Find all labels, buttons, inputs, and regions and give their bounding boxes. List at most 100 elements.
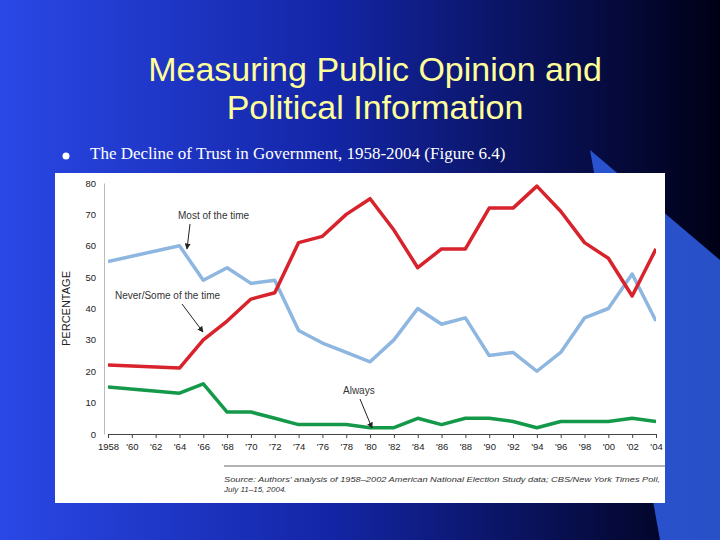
x-tick-mark bbox=[608, 434, 609, 438]
x-tick-label: '96 bbox=[555, 441, 567, 452]
annotations: Most of the time Never/Some of the time Al… bbox=[115, 210, 375, 428]
x-tick: '74 bbox=[293, 434, 305, 452]
y-tick-label: 40 bbox=[85, 303, 96, 314]
x-tick: '66 bbox=[198, 434, 210, 452]
series-line bbox=[108, 186, 656, 368]
annotation-arrow bbox=[360, 399, 372, 428]
annotation-arrow bbox=[187, 224, 190, 249]
x-tick-label: '80 bbox=[364, 441, 376, 452]
series-line bbox=[108, 246, 656, 372]
x-tick: '64 bbox=[174, 434, 186, 452]
x-tick: '80 bbox=[364, 434, 376, 452]
x-tick: '84 bbox=[412, 434, 424, 452]
chart: 1958 '60 '62 '64 '66 '68 '70 '72 '74 '76 '78 '80 '82… bbox=[0, 0, 720, 540]
annotation: Always bbox=[343, 385, 375, 396]
x-tick-label: '92 bbox=[507, 441, 519, 452]
x-tick-mark bbox=[370, 434, 371, 438]
x-tick: '00 bbox=[603, 434, 615, 452]
x-tick: '90 bbox=[484, 434, 496, 452]
x-axis: 1958 '60 '62 '64 '66 '68 '70 '72 '74 '76 '78 '80 '82… bbox=[98, 434, 663, 452]
x-tick-mark bbox=[656, 434, 657, 438]
slide-background bbox=[0, 0, 720, 540]
x-axis-line bbox=[109, 435, 657, 439]
y-tick-label: 10 bbox=[85, 397, 96, 408]
x-tick-mark bbox=[537, 434, 538, 438]
y-tick-label: 70 bbox=[85, 209, 96, 220]
bullet bbox=[63, 153, 70, 160]
x-tick-mark bbox=[156, 434, 157, 438]
x-tick-label: '00 bbox=[603, 441, 615, 452]
x-tick-label: '82 bbox=[388, 441, 400, 452]
x-tick-mark bbox=[108, 434, 109, 438]
annotation: Never/Some of the time bbox=[115, 290, 220, 301]
y-axis: 0 10 20 30 40 50 60 70 80 bbox=[85, 178, 104, 440]
x-tick: '72 bbox=[269, 434, 281, 452]
x-tick: '88 bbox=[460, 434, 472, 452]
x-tick-label: '84 bbox=[412, 441, 424, 452]
y-axis-title: PERCENTAGE bbox=[60, 271, 72, 346]
x-tick: '60 bbox=[126, 434, 138, 452]
x-tick-mark bbox=[442, 434, 443, 438]
y-tick-label: 30 bbox=[85, 334, 96, 345]
y-tick-label: 20 bbox=[85, 366, 96, 377]
x-tick: '94 bbox=[531, 434, 543, 452]
y-tick: 80 bbox=[85, 178, 104, 189]
y-tick: 60 bbox=[85, 240, 104, 251]
x-tick-mark bbox=[561, 434, 562, 438]
x-tick-label: '66 bbox=[198, 441, 210, 452]
y-tick: 0 bbox=[91, 429, 104, 440]
y-tick-label: 0 bbox=[91, 429, 96, 440]
x-tick: 1958 bbox=[98, 434, 119, 452]
y-tick-label: 50 bbox=[85, 272, 96, 283]
chart-panel bbox=[55, 173, 665, 503]
x-tick-label: '86 bbox=[436, 441, 448, 452]
x-tick-mark bbox=[179, 434, 180, 438]
x-tick-mark bbox=[346, 434, 347, 438]
plot-lines bbox=[108, 186, 656, 428]
series-line bbox=[108, 384, 656, 428]
x-tick: '78 bbox=[341, 434, 353, 452]
x-tick: '02 bbox=[626, 434, 638, 452]
y-tick: 40 bbox=[85, 303, 104, 314]
x-tick-label: '02 bbox=[626, 441, 638, 452]
x-tick: '04 bbox=[650, 434, 662, 452]
x-tick-mark bbox=[489, 434, 490, 438]
x-tick-label: '64 bbox=[174, 441, 186, 452]
x-tick: '96 bbox=[555, 434, 567, 452]
x-tick-label: '72 bbox=[269, 441, 281, 452]
y-tick-label: 80 bbox=[85, 178, 96, 189]
x-tick-label: '68 bbox=[221, 441, 233, 452]
x-tick-mark bbox=[299, 434, 300, 438]
x-tick-label: '78 bbox=[341, 441, 353, 452]
x-tick-mark bbox=[251, 434, 252, 438]
x-tick-mark bbox=[513, 434, 514, 438]
title: Measuring Public Opinion and Political I… bbox=[105, 50, 645, 126]
annotation-arrow bbox=[182, 304, 203, 332]
x-tick-mark bbox=[418, 434, 419, 438]
x-tick-mark bbox=[322, 434, 323, 438]
x-tick-mark bbox=[275, 434, 276, 438]
x-tick-label: '88 bbox=[460, 441, 472, 452]
x-tick-label: '60 bbox=[126, 441, 138, 452]
x-tick: '68 bbox=[221, 434, 233, 452]
x-tick-label: '76 bbox=[317, 441, 329, 452]
source-note: Source: Authors' analysis of 1958–2002 A… bbox=[224, 475, 660, 484]
x-tick: '62 bbox=[150, 434, 162, 452]
y-tick-label: 60 bbox=[85, 240, 96, 251]
x-tick-label: '98 bbox=[579, 441, 591, 452]
x-tick-label: '62 bbox=[150, 441, 162, 452]
annotation: Most of the time bbox=[178, 210, 250, 221]
x-tick-label: '70 bbox=[245, 441, 257, 452]
x-tick-mark bbox=[585, 434, 586, 438]
source-note: July 11–15, 2004. bbox=[223, 485, 287, 494]
x-tick-mark bbox=[465, 434, 466, 438]
x-tick-mark bbox=[132, 434, 133, 438]
y-tick: 30 bbox=[85, 334, 104, 345]
y-tick: 20 bbox=[85, 366, 104, 377]
x-tick-label: '74 bbox=[293, 441, 305, 452]
y-axis-line bbox=[104, 184, 105, 435]
x-tick-mark bbox=[203, 434, 204, 438]
x-tick: '76 bbox=[317, 434, 329, 452]
x-tick: '98 bbox=[579, 434, 591, 452]
y-tick: 70 bbox=[85, 209, 104, 220]
